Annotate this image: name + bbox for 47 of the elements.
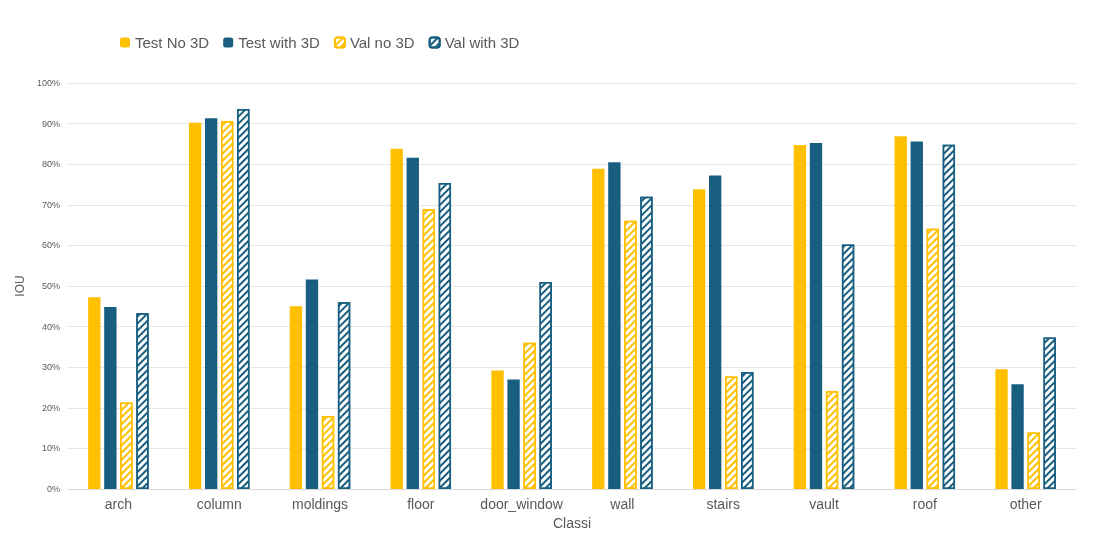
y-axis-title: IOU	[13, 275, 28, 297]
bar	[608, 162, 621, 489]
bar	[592, 168, 605, 489]
y-tick-label: 50%	[41, 281, 60, 291]
bar	[793, 145, 807, 489]
bar	[406, 157, 419, 489]
bar	[491, 370, 504, 489]
bar	[910, 141, 923, 489]
bar	[507, 379, 520, 489]
bar	[305, 279, 319, 489]
bar	[205, 118, 218, 489]
bar	[390, 148, 403, 489]
x-tick-label: door_window	[480, 496, 564, 512]
x-tick-label: roof	[912, 496, 937, 512]
y-tick-label: 40%	[41, 321, 60, 332]
bar	[894, 136, 907, 489]
bar	[709, 175, 722, 489]
x-tick-label: floor	[407, 496, 435, 512]
x-tick-label: moldings	[291, 496, 349, 512]
legend-label: Test with 3D	[238, 34, 321, 51]
y-tick-label: 70%	[41, 199, 60, 210]
y-tick-label: 80%	[41, 159, 60, 170]
bar	[692, 189, 706, 489]
y-tick-label: 30%	[41, 362, 60, 373]
x-tick-label: arch	[104, 496, 133, 512]
legend-label: Val no 3D	[349, 34, 415, 51]
x-tick-label: column	[196, 496, 242, 512]
y-tick-label: 90%	[41, 118, 60, 129]
bar	[995, 369, 1008, 489]
x-tick-label: wall	[609, 496, 635, 512]
bar	[289, 306, 303, 489]
bar	[88, 297, 101, 489]
bar	[104, 307, 117, 489]
y-tick-label: 20%	[41, 402, 60, 413]
legend-label: Val with 3D	[444, 34, 520, 51]
bar	[809, 143, 823, 489]
y-tick-label: 60%	[41, 240, 60, 251]
bar	[1011, 384, 1024, 489]
x-tick-label: vault	[809, 496, 839, 512]
y-tick-label: 0%	[46, 484, 60, 494]
y-tick-label: 100%	[36, 78, 60, 88]
x-tick-label: other	[1009, 496, 1042, 512]
x-axis-title: Classi	[552, 514, 592, 531]
y-tick-label: 10%	[41, 443, 60, 454]
legend-label: Test No 3D	[135, 34, 210, 51]
x-tick-label: stairs	[706, 496, 740, 512]
bar	[188, 122, 202, 489]
